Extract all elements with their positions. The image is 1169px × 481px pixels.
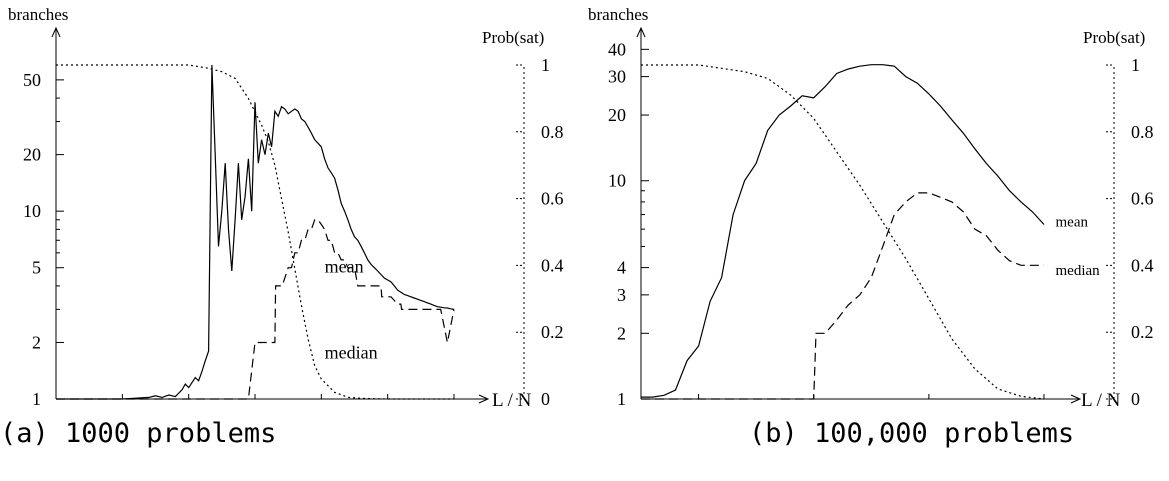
y-tick-label: 1	[32, 389, 41, 409]
caption-a: (a) 1000 problems	[0, 418, 277, 449]
y-tick-label: 2	[32, 332, 41, 352]
series-prob-sat-line	[56, 64, 454, 400]
y-tick-label: 40	[608, 39, 626, 59]
y-tick-label: 20	[23, 145, 41, 165]
y2-tick-label: 1	[1131, 55, 1140, 75]
x-tick-label: 5	[383, 414, 392, 418]
x-axis-arrow	[478, 394, 490, 404]
y-axis-label: branches	[588, 5, 648, 24]
y2-tick-label: 0.2	[541, 322, 564, 342]
y-tick-label: 4	[617, 258, 626, 278]
y2-axis-label: Prob(sat)	[482, 28, 544, 47]
series-median-line	[56, 219, 455, 400]
y-tick-label: 20	[608, 105, 626, 125]
y2-tick-label: 0	[1131, 389, 1140, 409]
y-axis-arrow	[51, 26, 61, 38]
x-tick-label: 2	[694, 414, 703, 418]
y-tick-label: 10	[608, 171, 626, 191]
y-tick-label: 50	[23, 70, 41, 90]
y2-tick-label: 0.8	[541, 122, 564, 142]
y2-tick-label: 0.6	[1131, 189, 1154, 209]
series-label-mean: mean	[325, 257, 364, 277]
y-tick-label: 30	[608, 67, 626, 87]
x-tick-label: 2	[184, 414, 193, 418]
series-mean-line	[641, 64, 1045, 398]
y2-tick-label: 0.6	[541, 189, 564, 209]
y-axis-label: branches	[8, 5, 68, 24]
y-tick-label: 10	[23, 201, 41, 221]
x-axis-label: L / N	[492, 390, 532, 411]
y2-axis-label: Prob(sat)	[1083, 28, 1145, 47]
y2-tick-label: 1	[541, 55, 550, 75]
chart-panel-b: branches Prob(sat) L / N 2 3 4 5 1 2 3 4 10 20 30 40 0 0…	[588, 5, 1154, 418]
y-tick-label: 1	[617, 389, 626, 409]
x-tick-label: 6	[450, 414, 459, 418]
x-tick-label: 3	[809, 414, 818, 418]
series-label-median: median	[325, 342, 378, 362]
series-label-median: median	[1056, 263, 1101, 279]
series-median-line	[641, 192, 1044, 400]
x-tick-label: 0	[52, 414, 61, 418]
y2-tick-label: 0.8	[1131, 122, 1154, 142]
x-tick-label: 1	[118, 414, 127, 418]
x-tick-label: 4	[317, 414, 326, 418]
y2-tick-label: 0.2	[1131, 322, 1154, 342]
y-axis-arrow	[636, 26, 646, 38]
y-tick-label: 2	[617, 323, 626, 343]
x-tick-label: 4	[924, 414, 933, 418]
series-mean-line	[56, 64, 455, 400]
y2-tick-label: 0.4	[1131, 255, 1154, 275]
chart-panel-a: branches Prob(sat) L / N 0 1 2 3 4 5 6 1 2 5 10 20 50 0 0…	[8, 5, 564, 418]
caption-b: (b) 100,000 problems	[749, 418, 1075, 449]
x-tick-label: 5	[1040, 414, 1049, 418]
y2-tick-label: 0	[541, 389, 550, 409]
x-axis-label: L / N	[1081, 390, 1121, 411]
y-tick-label: 5	[32, 258, 41, 278]
x-tick-label: 3	[251, 414, 260, 418]
x-axis-arrow	[1070, 394, 1082, 404]
series-prob-sat-line	[641, 64, 1045, 400]
y2-tick-label: 0.4	[541, 255, 564, 275]
y-tick-label: 3	[617, 285, 626, 305]
series-label-mean: mean	[1056, 215, 1089, 231]
